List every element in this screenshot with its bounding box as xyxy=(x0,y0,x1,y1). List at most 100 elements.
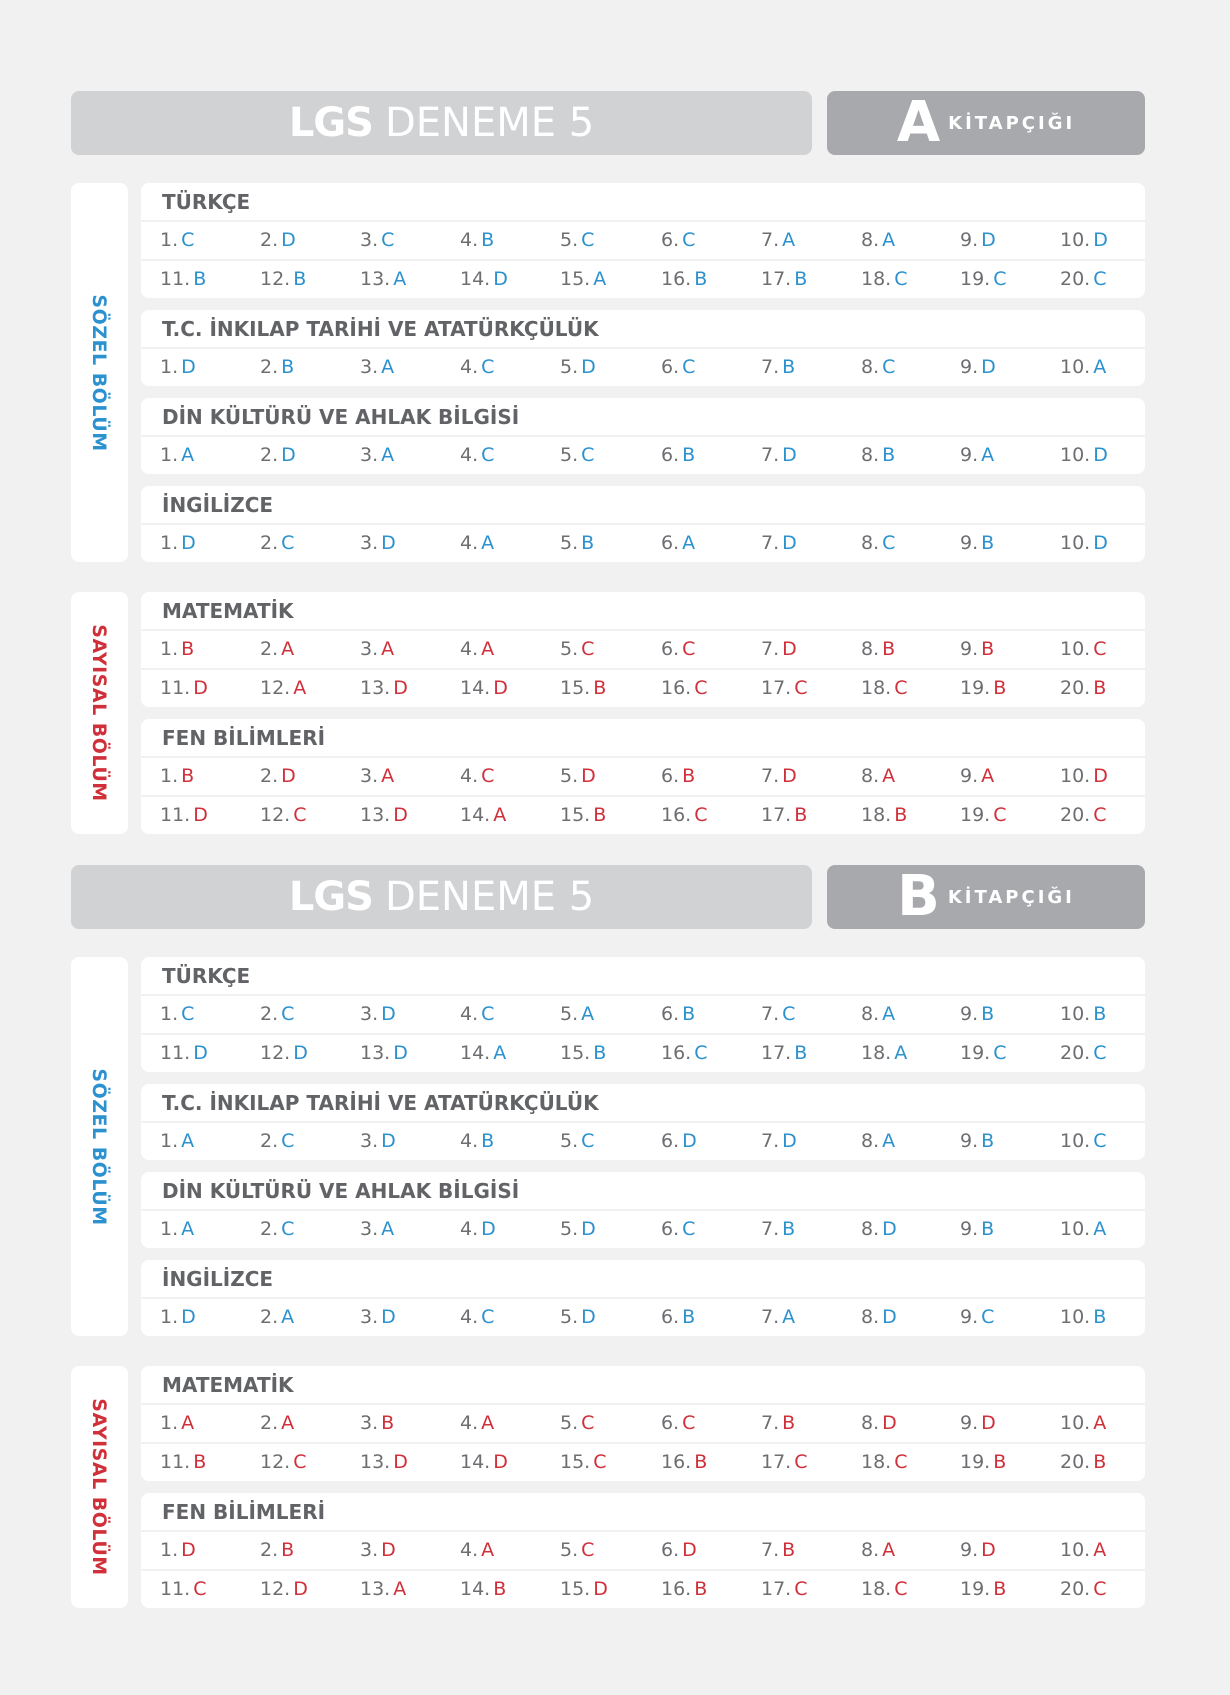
question-number: 9. xyxy=(960,229,979,251)
answer-letter: C xyxy=(581,444,595,466)
answer-cell: 4. B xyxy=(460,222,494,259)
question-number: 18. xyxy=(861,1578,892,1600)
answer-cell: 11. D xyxy=(160,797,208,834)
answer-cell: 5. C xyxy=(560,1405,594,1442)
answer-letter: B xyxy=(682,765,696,787)
answer-letter: B xyxy=(1093,1003,1107,1025)
answer-letter: C xyxy=(682,229,696,251)
question-number: 10. xyxy=(1060,1412,1091,1434)
answer-cell: 11. B xyxy=(160,261,206,298)
question-number: 12. xyxy=(260,1042,291,1064)
answer-cell: 1. D xyxy=(160,349,196,386)
question-number: 7. xyxy=(761,1218,780,1240)
answer-letter: C xyxy=(894,1578,908,1600)
answer-cell: 9. D xyxy=(960,1532,996,1569)
answer-cell: 15. B xyxy=(560,1035,606,1072)
answer-letter: C xyxy=(193,1578,207,1600)
question-number: 4. xyxy=(460,638,479,660)
question-number: 2. xyxy=(260,1412,279,1434)
answer-cell: 1. A xyxy=(160,437,194,474)
answer-cell: 6. C xyxy=(661,222,695,259)
question-number: 15. xyxy=(560,677,591,699)
answer-cell: 7. D xyxy=(761,525,797,562)
answer-cell: 3. D xyxy=(360,525,396,562)
answer-letter: D xyxy=(882,1412,897,1434)
question-number: 5. xyxy=(560,1539,579,1561)
question-number: 19. xyxy=(960,677,991,699)
question-number: 20. xyxy=(1060,268,1091,290)
answer-cell: 3. D xyxy=(360,1123,396,1160)
question-number: 18. xyxy=(861,804,892,826)
answer-cell: 8. C xyxy=(861,525,895,562)
answer-letter: B xyxy=(381,1412,395,1434)
answer-letter: C xyxy=(581,229,595,251)
question-number: 11. xyxy=(160,1578,191,1600)
subject-block: T.C. İNKILAP TARİHİ VE ATATÜRKÇÜLÜK 1. A 2.… xyxy=(141,1084,1145,1160)
subject-title: T.C. İNKILAP TARİHİ VE ATATÜRKÇÜLÜK xyxy=(141,310,1145,347)
answer-letter: A xyxy=(782,229,796,251)
answer-cell: 20. C xyxy=(1060,261,1107,298)
question-number: 2. xyxy=(260,1306,279,1328)
answer-letter: B xyxy=(882,638,896,660)
question-number: 4. xyxy=(460,765,479,787)
answer-letter: C xyxy=(593,1451,607,1473)
answer-cell: 20. B xyxy=(1060,1444,1106,1481)
answer-letter: D xyxy=(193,1042,208,1064)
answer-cell: 3. A xyxy=(360,758,394,795)
question-number: 20. xyxy=(1060,1451,1091,1473)
question-number: 20. xyxy=(1060,677,1091,699)
answer-letter: C xyxy=(281,1218,295,1240)
answer-letter: B xyxy=(281,356,295,378)
question-number: 14. xyxy=(460,677,491,699)
booklet-title: LGS DENEME 5 xyxy=(71,865,812,929)
question-number: 13. xyxy=(360,677,391,699)
answer-letter: A xyxy=(481,532,495,554)
question-number: 19. xyxy=(960,804,991,826)
answer-letter: D xyxy=(281,229,296,251)
answer-letter: C xyxy=(481,765,495,787)
answer-letter: A xyxy=(981,444,995,466)
answer-letter: B xyxy=(193,268,207,290)
answer-letter: B xyxy=(981,532,995,554)
answer-letter: A xyxy=(293,677,307,699)
question-number: 6. xyxy=(661,1218,680,1240)
question-number: 16. xyxy=(661,268,692,290)
answer-cell: 7. A xyxy=(761,222,795,259)
answer-row: 1. C 2. C 3. D 4. C 5. A 6. B 7. C 8. A 9. B 10. B xyxy=(141,996,1145,1033)
question-number: 5. xyxy=(560,356,579,378)
answer-cell: 3. A xyxy=(360,1211,394,1248)
answer-cell: 8. A xyxy=(861,222,895,259)
answer-cell: 13. D xyxy=(360,797,408,834)
question-number: 8. xyxy=(861,765,880,787)
answer-letter: B xyxy=(694,1451,708,1473)
answer-row: 1. B 2. D 3. A 4. C 5. D 6. B 7. D 8. A 9. A 10. D xyxy=(141,758,1145,795)
question-number: 11. xyxy=(160,268,191,290)
answer-letter: C xyxy=(281,532,295,554)
answer-letter: C xyxy=(1093,1042,1107,1064)
subject-title: DİN KÜLTÜRÜ VE AHLAK BİLGİSİ xyxy=(141,398,1145,435)
answer-cell: 1. C xyxy=(160,222,194,259)
booklet-letter: B xyxy=(897,864,940,929)
answer-letter: A xyxy=(381,444,395,466)
question-number: 6. xyxy=(661,638,680,660)
subject-block: FEN BİLİMLERİ 1. D 2. B 3. D 4. A 5. C 6. D 7. B 8. A 9. D… xyxy=(141,1493,1145,1608)
answer-letter: D xyxy=(593,1578,608,1600)
section-label-text: SAYISAL BÖLÜM xyxy=(88,624,110,802)
question-number: 9. xyxy=(960,638,979,660)
answer-letter: D xyxy=(981,356,996,378)
answer-letter: D xyxy=(381,1130,396,1152)
question-number: 12. xyxy=(260,268,291,290)
answer-letter: A xyxy=(181,1218,195,1240)
question-number: 10. xyxy=(1060,356,1091,378)
answer-letter: C xyxy=(682,356,696,378)
answer-row: 11. D 12. D 13. D 14. A 15. B 16. C 17. B 18. A 19. C 20. C xyxy=(141,1035,1145,1072)
answer-letter: A xyxy=(882,229,896,251)
answer-letter: B xyxy=(1093,1451,1107,1473)
subject-title: TÜRKÇE xyxy=(141,957,1145,994)
answer-cell: 15. B xyxy=(560,670,606,707)
answer-cell: 9. B xyxy=(960,1123,994,1160)
question-number: 4. xyxy=(460,1306,479,1328)
answer-letter: D xyxy=(493,268,508,290)
answer-cell: 13. D xyxy=(360,670,408,707)
subject-block: MATEMATİK 1. A 2. A 3. B 4. A 5. C 6. C 7. B 8. D 9. D 10. A… xyxy=(141,1366,1145,1481)
